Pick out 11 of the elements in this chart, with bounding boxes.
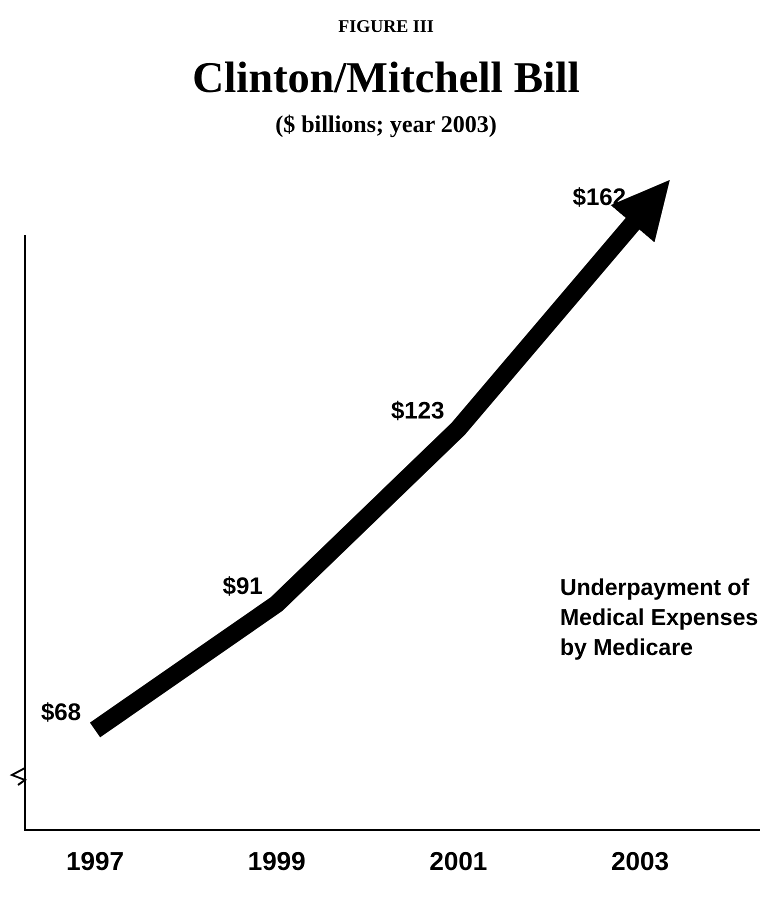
- x-tick-label: 2003: [611, 846, 669, 876]
- chart-subtitle: ($ billions; year 2003): [275, 112, 497, 138]
- text: FIGURE III: [338, 16, 434, 36]
- data-label: $68: [40, 699, 81, 726]
- x-tick-label: 1997: [66, 846, 124, 876]
- x-tick-label: 2001: [429, 846, 488, 876]
- chart-title: Clinton/Mitchell Bill: [192, 53, 580, 102]
- x-tick-label: 1999: [248, 846, 306, 876]
- annotation: Underpayment of Medical Expenses by Medicare: [560, 574, 758, 660]
- data-label: $123: [390, 398, 444, 425]
- data-label: $91: [222, 572, 263, 600]
